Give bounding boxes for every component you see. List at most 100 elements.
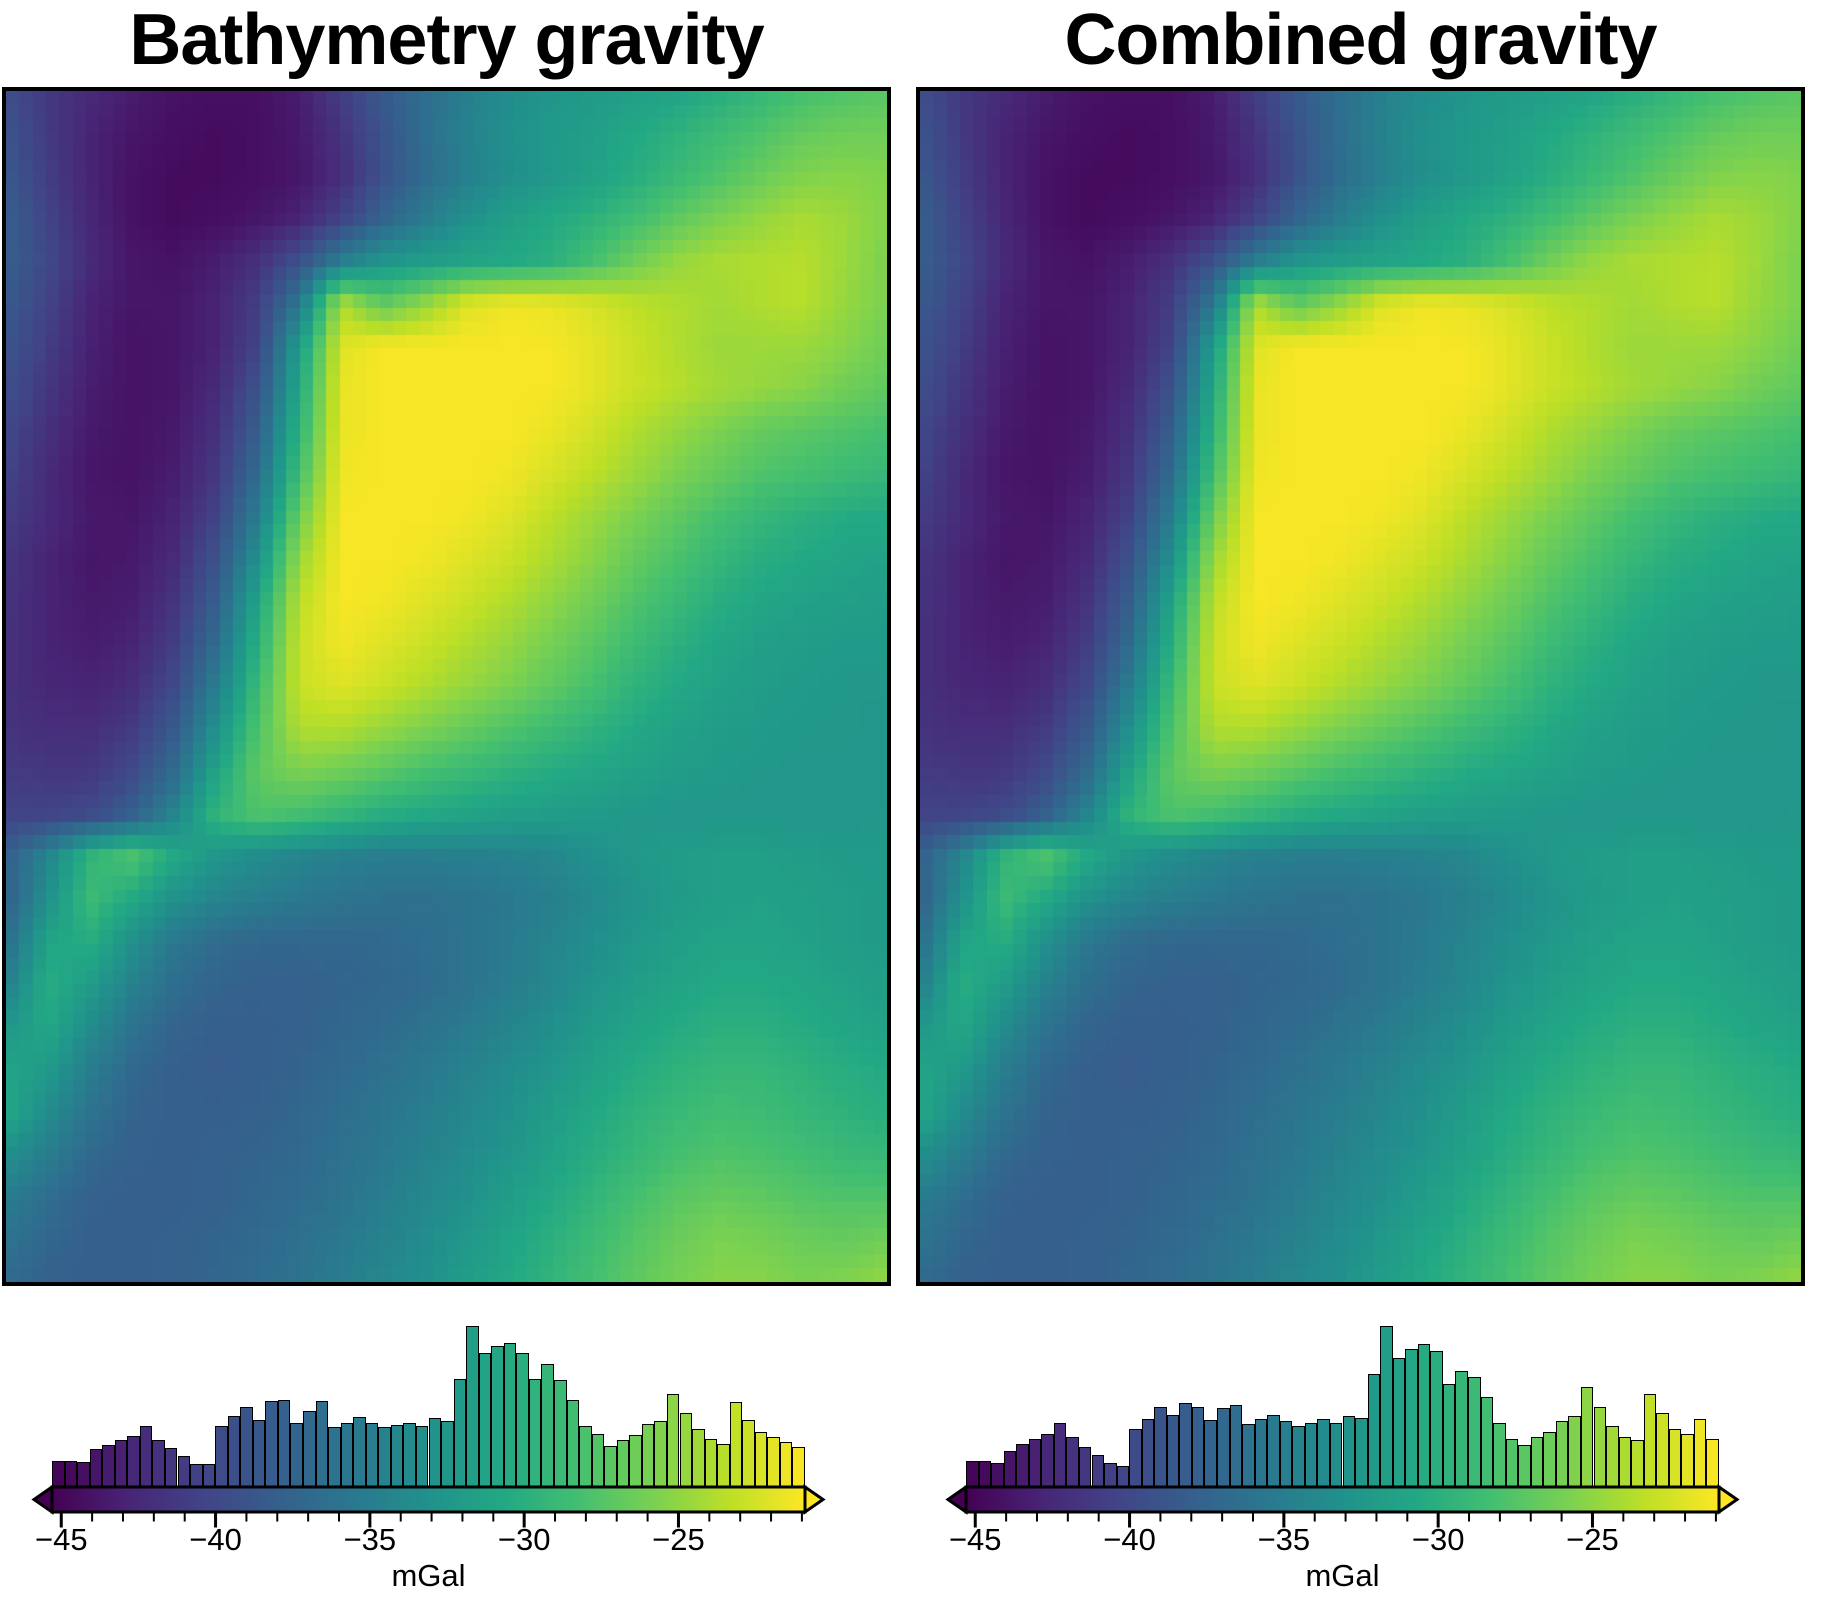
histogram-combined-gravity <box>966 1320 1719 1487</box>
histogram-bar <box>1681 1434 1694 1487</box>
units-label-combined: mGal <box>1305 1558 1380 1593</box>
histogram-bar <box>1568 1416 1581 1487</box>
histogram-bar <box>1480 1397 1494 1487</box>
tick-label: −40 <box>1103 1522 1156 1557</box>
tick-label: −30 <box>497 1522 551 1557</box>
histogram-bar <box>277 1400 291 1487</box>
histogram-bar <box>378 1427 391 1487</box>
histogram-bar <box>390 1425 404 1487</box>
histogram-bar <box>139 1426 153 1487</box>
histogram-bar <box>1555 1421 1569 1487</box>
tick-label: −45 <box>948 1522 1002 1557</box>
histogram-bar <box>792 1447 805 1487</box>
histogram-bar <box>566 1400 580 1487</box>
histogram-bar <box>704 1439 718 1487</box>
histogram-bar <box>1078 1447 1092 1487</box>
histogram-bar <box>1518 1445 1531 1487</box>
histogram-bar <box>717 1444 730 1487</box>
colorbar-bathymetry-gravity <box>31 1484 826 1528</box>
tick-label: −25 <box>1566 1522 1619 1557</box>
histogram-bar <box>1317 1419 1330 1487</box>
histogram-bar <box>1693 1419 1707 1487</box>
histogram-bar <box>1166 1415 1180 1487</box>
histogram-bar <box>1417 1344 1431 1487</box>
histogram-bar <box>365 1423 379 1487</box>
histogram-bar <box>1380 1326 1393 1487</box>
histogram-bar <box>1355 1418 1368 1487</box>
histogram-bar <box>340 1423 354 1487</box>
panel-title-bathymetry-gravity: Bathymetry gravity <box>129 0 764 80</box>
histogram-bar <box>541 1364 554 1487</box>
histogram-bar <box>1041 1434 1054 1487</box>
histogram-bar <box>1191 1407 1205 1487</box>
histogram-bar <box>1279 1421 1293 1487</box>
histogram-bar <box>102 1445 115 1487</box>
histogram-bar <box>491 1346 504 1487</box>
histogram-bar <box>1455 1371 1468 1487</box>
histogram-bar <box>754 1432 768 1487</box>
histogram-bar <box>1053 1423 1067 1487</box>
histogram-bar <box>1656 1413 1669 1487</box>
histogram-bar <box>1154 1407 1167 1487</box>
histogram-bar <box>729 1402 743 1487</box>
histogram-bar <box>227 1416 241 1487</box>
histogram-bar <box>1643 1394 1657 1487</box>
histogram-bar <box>654 1421 667 1487</box>
histogram-bar <box>453 1379 467 1487</box>
histogram-bar <box>767 1437 780 1487</box>
histogram-bar <box>466 1326 479 1487</box>
histogram-bar <box>1292 1426 1305 1487</box>
histogram-bar <box>1229 1405 1243 1487</box>
colorbar-gradient <box>50 1485 807 1514</box>
colorbar-right-arrow <box>1717 1484 1740 1515</box>
tick-label: −35 <box>1257 1522 1311 1557</box>
tick-label: −40 <box>189 1522 242 1557</box>
tick-label: −45 <box>34 1522 88 1557</box>
histogram-bar <box>177 1456 191 1487</box>
histogram-bar <box>1342 1416 1356 1487</box>
histogram-bar <box>1392 1358 1406 1487</box>
colorbar-left-arrow <box>31 1484 54 1515</box>
histogram-bar <box>516 1353 529 1487</box>
histogram-bar <box>616 1440 630 1487</box>
histogram-bar <box>1028 1439 1042 1487</box>
histogram-bar <box>666 1394 680 1487</box>
histogram-bar <box>1668 1429 1682 1487</box>
histogram-bar <box>503 1343 517 1487</box>
histogram-bar <box>265 1401 278 1487</box>
histogram-bar <box>742 1420 755 1487</box>
histogram-bar <box>252 1420 266 1487</box>
histogram-bar <box>441 1421 454 1487</box>
histogram-bar <box>1593 1407 1607 1487</box>
histogram-bar <box>1141 1419 1155 1487</box>
histogram-bar <box>1468 1377 1481 1487</box>
histogram-bar <box>415 1426 429 1487</box>
histogram-bar <box>240 1407 253 1487</box>
colorbar-left-arrow <box>945 1484 968 1515</box>
colorbar-right-arrow <box>803 1484 826 1515</box>
histogram-bar <box>328 1427 341 1487</box>
histogram-bar <box>290 1423 303 1487</box>
tick-label: −25 <box>652 1522 705 1557</box>
histogram-bar <box>1129 1429 1142 1487</box>
histogram-bar <box>1091 1455 1105 1487</box>
histogram-bar <box>353 1417 366 1487</box>
histogram-bar <box>164 1448 178 1487</box>
histogram-bar <box>629 1435 642 1487</box>
histogram-bar <box>1631 1440 1644 1487</box>
histogram-bar <box>1016 1444 1029 1487</box>
heatmap-bathymetry-gravity <box>2 87 891 1286</box>
histogram-bar <box>428 1418 442 1487</box>
histogram-bar <box>1242 1424 1255 1487</box>
histogram-bar <box>579 1426 592 1487</box>
histogram-bar <box>303 1411 316 1487</box>
histogram-bar <box>1543 1432 1556 1487</box>
tick-label: −30 <box>1411 1522 1465 1557</box>
histogram-bar <box>215 1426 228 1487</box>
histogram-bar <box>1003 1451 1017 1487</box>
histogram-bar <box>604 1446 617 1487</box>
histogram-bar <box>1267 1415 1280 1487</box>
colorbar-combined-gravity <box>945 1484 1740 1528</box>
histogram-bar <box>1618 1437 1632 1487</box>
